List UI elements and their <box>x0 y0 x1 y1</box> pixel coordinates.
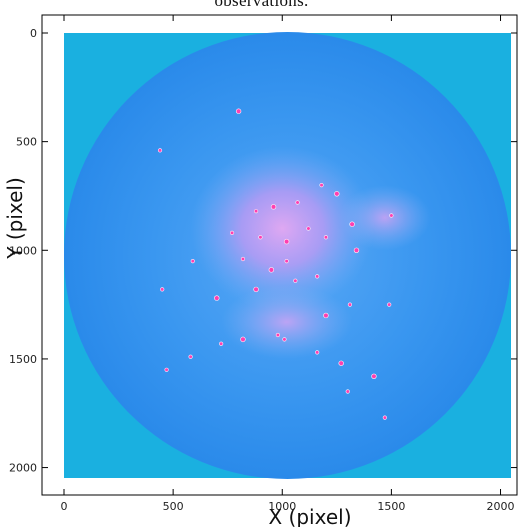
y-tick-label: 500 <box>16 136 37 149</box>
point-source <box>268 267 275 273</box>
diffuse-emission-east <box>339 185 431 251</box>
y-tick-label: 2000 <box>9 462 37 475</box>
point-source <box>293 278 298 283</box>
point-source <box>157 148 163 153</box>
point-source <box>306 226 311 231</box>
point-source <box>347 302 353 307</box>
point-source <box>283 238 290 245</box>
point-source <box>219 341 224 346</box>
point-source <box>345 389 350 394</box>
point-source <box>334 191 340 197</box>
point-source <box>382 415 387 420</box>
point-source <box>235 108 242 114</box>
point-source <box>295 200 300 205</box>
point-source <box>164 367 169 372</box>
x-tick-label: 1500 <box>377 500 405 513</box>
x-tick-label: 2000 <box>487 500 515 513</box>
x-tick-label: 500 <box>163 500 184 513</box>
point-source <box>240 336 246 343</box>
diffuse-emission-core <box>190 145 374 312</box>
x-axis-title: X (pixel) <box>269 505 352 527</box>
point-source <box>275 332 280 338</box>
point-source <box>240 256 246 262</box>
point-source <box>160 287 165 292</box>
point-source <box>284 259 289 264</box>
point-source <box>371 373 377 380</box>
point-source <box>282 337 287 342</box>
point-source <box>188 354 193 359</box>
point-source <box>323 235 329 240</box>
y-tick-label: 0 <box>30 27 37 40</box>
point-source <box>214 295 220 301</box>
point-source <box>353 247 360 253</box>
point-sources <box>157 108 394 420</box>
point-source <box>253 209 259 214</box>
diffuse-emission-south <box>221 285 353 359</box>
point-source <box>315 274 320 279</box>
point-source <box>258 235 263 240</box>
point-source <box>270 204 277 210</box>
x-tick-label: 1000 <box>268 500 296 513</box>
point-source <box>319 182 324 188</box>
figure-caption: observations. <box>214 0 309 10</box>
point-source <box>338 360 344 366</box>
point-source <box>253 286 259 293</box>
y-axis-ticks: 0 500 1000 1500 2000 <box>9 27 517 475</box>
point-source <box>323 312 329 319</box>
x-tick-label: 0 <box>61 500 68 513</box>
x-axis-ticks: 0 500 1000 1500 2000 <box>61 15 515 513</box>
point-source <box>349 221 355 227</box>
point-source <box>389 213 394 218</box>
point-source <box>229 230 235 236</box>
point-source <box>190 259 195 264</box>
point-source <box>315 350 320 355</box>
y-tick-label: 1500 <box>9 353 37 366</box>
y-tick-label: 1000 <box>9 244 37 257</box>
y-axis-title: Y (pixel) <box>3 177 27 260</box>
point-source <box>387 302 392 307</box>
